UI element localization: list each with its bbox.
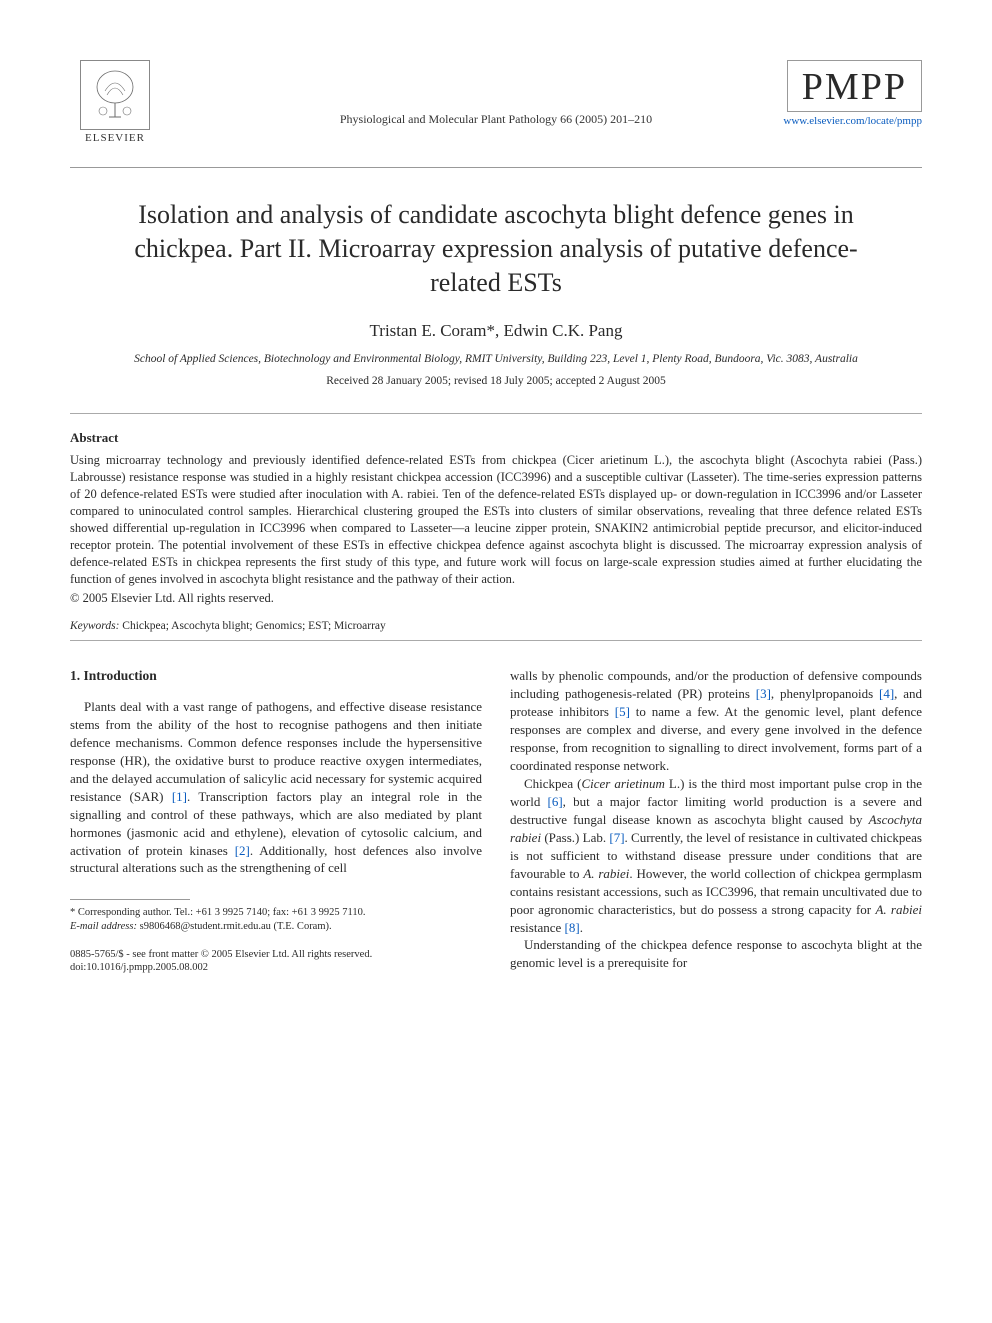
abstract-copyright: © 2005 Elsevier Ltd. All rights reserved…	[70, 591, 922, 606]
footnote-rule	[70, 899, 190, 900]
body-columns: 1. Introduction Plants deal with a vast …	[70, 667, 922, 975]
intro-paragraph-1: Plants deal with a vast range of pathoge…	[70, 698, 482, 877]
journal-url-link[interactable]: www.elsevier.com/locate/pmpp	[783, 115, 922, 127]
intro-paragraph-3: Understanding of the chickpea defence re…	[510, 936, 922, 972]
journal-brand-block: PMPP www.elsevier.com/locate/pmpp	[783, 60, 922, 127]
text-run: .	[580, 920, 583, 935]
corresponding-line: * Corresponding author. Tel.: +61 3 9925…	[70, 906, 482, 920]
doi-line: doi:10.1016/j.pmpp.2005.08.002	[70, 961, 482, 975]
section-1-heading: 1. Introduction	[70, 667, 482, 686]
email-value: s9806468@student.rmit.edu.au (T.E. Coram…	[137, 921, 332, 932]
abstract-heading: Abstract	[70, 430, 922, 446]
affiliation: School of Applied Sciences, Biotechnolog…	[70, 353, 922, 365]
publisher-name: ELSEVIER	[85, 132, 145, 144]
elsevier-logo: ELSEVIER	[70, 60, 160, 144]
citation-2[interactable]: [2]	[235, 843, 250, 858]
citation-6[interactable]: [6]	[548, 794, 563, 809]
citation-3[interactable]: [3]	[756, 686, 771, 701]
keywords-line: Keywords: Chickpea; Ascochyta blight; Ge…	[70, 620, 922, 632]
citation-4[interactable]: [4]	[879, 686, 894, 701]
intro-paragraph-1-cont: walls by phenolic compounds, and/or the …	[510, 667, 922, 775]
text-run: resistance	[510, 920, 565, 935]
text-run: , but a major factor limiting world prod…	[510, 794, 922, 827]
email-line: E-mail address: s9806468@student.rmit.ed…	[70, 920, 482, 934]
email-label: E-mail address:	[70, 921, 137, 932]
text-run: Chickpea (	[524, 776, 581, 791]
divider-top	[70, 167, 922, 168]
species-name: A. rabiei	[875, 902, 922, 917]
abstract-body: Using microarray technology and previous…	[70, 452, 922, 587]
article-title: Isolation and analysis of candidate asco…	[100, 198, 892, 299]
species-name: Cicer arietinum	[581, 776, 664, 791]
citation-1[interactable]: [1]	[172, 789, 187, 804]
text-run: , phenylpropanoids	[771, 686, 879, 701]
citation-7[interactable]: [7]	[609, 830, 624, 845]
authors: Tristan E. Coram*, Edwin C.K. Pang	[70, 321, 922, 341]
article-dates: Received 28 January 2005; revised 18 Jul…	[70, 375, 922, 387]
text-run: (Pass.) Lab.	[541, 830, 609, 845]
species-name: A. rabiei	[583, 866, 629, 881]
elsevier-tree-icon	[80, 60, 150, 130]
issn-line: 0885-5765/$ - see front matter © 2005 El…	[70, 948, 482, 962]
journal-brand: PMPP	[787, 60, 922, 112]
intro-paragraph-2: Chickpea (Cicer arietinum L.) is the thi…	[510, 775, 922, 936]
column-right: walls by phenolic compounds, and/or the …	[510, 667, 922, 975]
header-row: ELSEVIER PMPP www.elsevier.com/locate/pm…	[70, 60, 922, 144]
citation-5[interactable]: [5]	[615, 704, 630, 719]
bottom-meta: 0885-5765/$ - see front matter © 2005 El…	[70, 948, 482, 975]
divider-abstract-bottom	[70, 640, 922, 641]
keywords-text: Chickpea; Ascochyta blight; Genomics; ES…	[119, 620, 385, 632]
citation-8[interactable]: [8]	[565, 920, 580, 935]
corresponding-author-footnote: * Corresponding author. Tel.: +61 3 9925…	[70, 906, 482, 933]
column-left: 1. Introduction Plants deal with a vast …	[70, 667, 482, 975]
keywords-label: Keywords:	[70, 620, 119, 632]
divider-abstract-top	[70, 413, 922, 414]
